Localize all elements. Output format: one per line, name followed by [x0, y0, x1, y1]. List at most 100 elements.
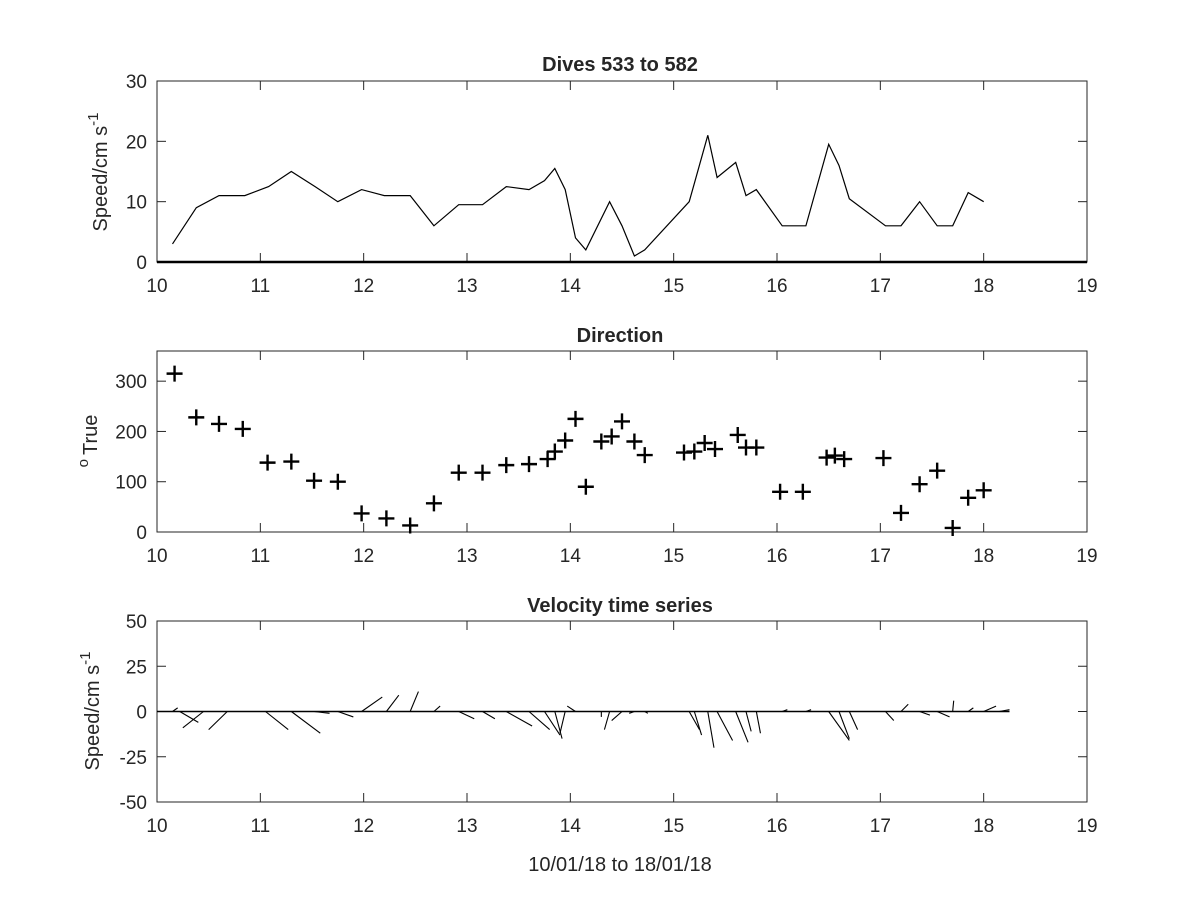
direction-panel: Direction o True 10 11 12 13 14 15 16 17 18 19 0 100…	[75, 325, 1098, 567]
direction-point	[557, 432, 574, 449]
velocity-stick	[385, 694, 400, 712]
direction-point	[329, 473, 346, 490]
velocity-stick	[999, 709, 1010, 713]
direction-x-tick-label: 15	[663, 546, 684, 567]
direction-point	[960, 489, 977, 506]
direction-y-tick-label: 300	[115, 372, 147, 393]
velocity-stick	[208, 711, 228, 730]
velocity-y-tick-label: 25	[126, 657, 147, 678]
velocity-stick	[505, 711, 533, 727]
direction-point	[772, 483, 789, 500]
speed-x-tick-label: 19	[1076, 276, 1097, 297]
velocity-x-tick-label: 19	[1076, 816, 1097, 837]
direction-point	[707, 441, 723, 458]
speed-x-tick-label: 18	[973, 276, 994, 297]
direction-point	[259, 454, 276, 471]
direction-x-tick-label: 12	[353, 546, 374, 567]
svg-text:Speed/cm s-1: Speed/cm s-1	[77, 652, 104, 771]
direction-point	[306, 472, 323, 489]
velocity-y-axis-label-text: Speed/cm s	[82, 665, 104, 771]
direction-y-tick-label: 0	[136, 523, 147, 544]
direction-point	[283, 453, 300, 470]
velocity-x-tick-label: 13	[456, 816, 477, 837]
direction-point	[911, 476, 928, 493]
direction-point	[546, 443, 563, 460]
svg-text:Speed/cm s-1: Speed/cm s-1	[85, 113, 112, 232]
direction-point	[636, 447, 653, 464]
direction-point	[577, 478, 594, 495]
velocity-stick	[735, 711, 749, 743]
direction-point	[378, 510, 395, 527]
direction-point	[696, 435, 713, 452]
velocity-x-tick-label: 18	[973, 816, 994, 837]
speed-y-axis-label-superscript: -1	[85, 113, 102, 126]
direction-point	[593, 433, 610, 450]
direction-axes-box	[156, 350, 1088, 533]
speed-x-tick-label: 14	[560, 276, 582, 297]
speed-panel: Dives 533 to 582 Speed/cm s-1 10 11 12 13 14…	[85, 54, 1098, 297]
direction-point	[748, 439, 765, 456]
velocity-stick	[693, 711, 703, 736]
velocity-stick	[745, 711, 752, 732]
velocity-stick	[885, 711, 895, 721]
direction-point	[521, 456, 537, 473]
speed-y-tick-label: 20	[126, 132, 147, 153]
velocity-stick	[172, 707, 178, 712]
direction-point	[893, 504, 909, 521]
direction-point	[686, 443, 703, 460]
speed-y-tick-label: 30	[126, 72, 147, 93]
direction-point	[614, 413, 630, 430]
velocity-stick	[179, 711, 199, 723]
velocity-stick	[409, 691, 419, 712]
direction-x-tick-label: 11	[250, 546, 270, 567]
direction-point	[567, 410, 584, 427]
velocity-y-tick-label: 50	[126, 612, 147, 633]
direction-point	[353, 505, 370, 522]
direction-x-tick-label: 14	[560, 546, 582, 567]
velocity-stick	[458, 711, 475, 720]
direction-point	[818, 449, 835, 466]
direction-point	[402, 517, 419, 534]
velocity-stick	[755, 711, 762, 734]
direction-point	[794, 483, 811, 500]
direction-point	[836, 451, 853, 468]
direction-y-tick-label: 200	[115, 422, 147, 443]
direction-point	[875, 450, 892, 467]
velocity-stick	[828, 711, 850, 741]
speed-x-tick-label: 11	[250, 276, 270, 297]
speed-x-tick-label: 15	[663, 276, 684, 297]
direction-y-axis-label: o True	[75, 415, 102, 468]
velocity-panel: Velocity time series Speed/cm s-1 10/01/…	[77, 595, 1098, 876]
direction-point	[474, 464, 491, 481]
velocity-stick	[314, 710, 330, 714]
velocity-stick	[983, 705, 997, 713]
velocity-x-tick-label: 10	[146, 816, 167, 837]
velocity-stick	[554, 711, 563, 739]
speed-y-tick-label: 10	[126, 193, 147, 214]
speed-y-tick-label: 0	[136, 253, 147, 274]
velocity-stick	[611, 711, 623, 721]
direction-point	[729, 426, 746, 443]
direction-y-axis-label-text: True	[80, 415, 102, 455]
direction-point	[539, 451, 556, 468]
velocity-stick	[544, 711, 561, 736]
velocity-x-tick-label: 12	[353, 816, 374, 837]
velocity-stick	[566, 705, 576, 712]
direction-panel-title: Direction	[577, 325, 664, 347]
direction-x-tick-label: 16	[766, 546, 787, 567]
direction-point	[929, 462, 946, 479]
velocity-stick	[291, 711, 321, 734]
direction-x-tick-label: 19	[1076, 546, 1097, 567]
direction-point	[826, 447, 843, 464]
velocity-stick	[559, 711, 566, 734]
speed-y-axis-label: Speed/cm s-1	[85, 113, 112, 232]
direction-point	[626, 433, 643, 450]
direction-point	[211, 415, 227, 432]
velocity-stick	[433, 705, 441, 712]
speed-y-axis-label-text: Speed/cm s	[90, 126, 112, 232]
velocity-stick	[716, 711, 734, 741]
direction-point	[603, 428, 620, 445]
velocity-panel-title: Velocity time series	[527, 595, 713, 617]
